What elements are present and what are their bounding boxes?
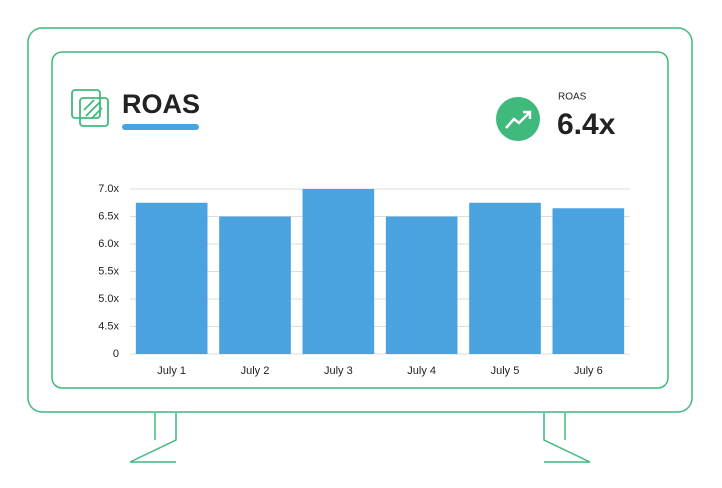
screen-frame: [51, 51, 669, 389]
x-tick-label: July 2: [241, 365, 270, 377]
trend-icon: [496, 97, 540, 141]
stand-right: [543, 413, 591, 463]
bar: [219, 216, 291, 354]
trend-arrowhead: [523, 110, 532, 119]
y-tick-label: 6.0x: [98, 238, 119, 250]
y-tick-label: 0: [113, 348, 119, 360]
kpi-label: ROAS: [558, 92, 587, 103]
y-tick-label: 5.5x: [98, 265, 119, 277]
bar: [552, 208, 625, 354]
title-underline: [122, 124, 199, 130]
y-tick-label: 6.5x: [98, 210, 119, 222]
y-tick-label: 4.5x: [98, 320, 119, 332]
x-tick-label: July 3: [324, 365, 353, 377]
roas-icon: [71, 89, 109, 127]
bar: [469, 202, 541, 354]
trend-arrow: [505, 111, 531, 129]
x-tick-label: July 1: [157, 365, 186, 377]
bar: [302, 189, 375, 354]
x-tick-label: July 4: [407, 365, 436, 377]
bar: [385, 216, 458, 354]
bar: [135, 202, 208, 354]
chart-title: ROAS: [122, 89, 200, 119]
y-tick-label: 5.0x: [98, 293, 119, 305]
y-tick-label: 7.0x: [98, 183, 119, 195]
monitor-frame: [27, 27, 693, 413]
x-tick-label: July 5: [491, 365, 520, 377]
x-tick-label: July 6: [574, 365, 603, 377]
stand-left: [129, 413, 177, 463]
kpi-value: 6.4x: [557, 108, 616, 141]
